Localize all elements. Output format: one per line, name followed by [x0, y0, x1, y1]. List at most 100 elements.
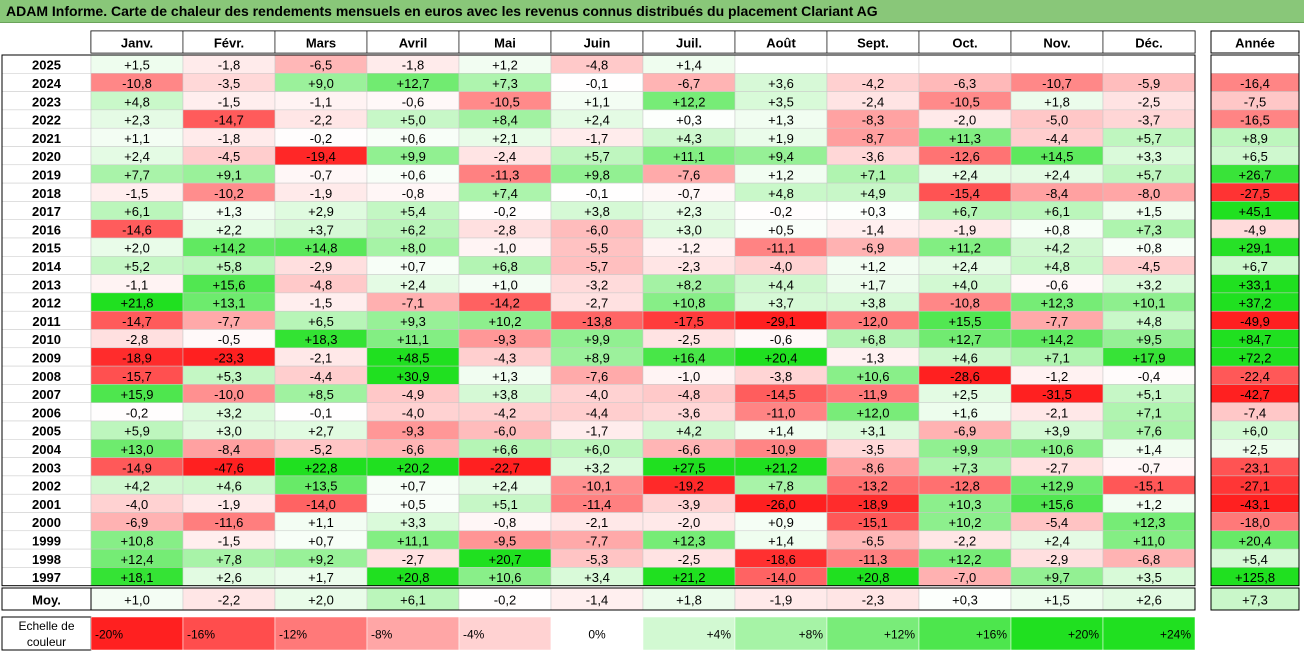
heat-value: +8,9	[584, 350, 610, 365]
month-label: Avril	[399, 36, 427, 51]
heat-value: -6,8	[1138, 552, 1160, 567]
heat-value: +1,5	[1136, 204, 1162, 219]
heat-value: +6,7	[952, 204, 978, 219]
heat-value: -2,9	[1046, 552, 1068, 567]
heat-value: -4,3	[494, 350, 516, 365]
heat-value: +0,7	[400, 479, 426, 494]
heat-value: -2,9	[310, 259, 332, 274]
heat-value: -10,9	[766, 442, 796, 457]
heat-value: +3,7	[308, 222, 334, 237]
heat-value: -1,0	[678, 369, 700, 384]
color-scale-swatch	[458, 616, 552, 651]
heat-value: +7,1	[860, 167, 886, 182]
heat-value: -2,5	[678, 552, 700, 567]
average-value: -2,3	[862, 593, 884, 608]
heat-value: +3,7	[768, 296, 794, 311]
heat-value: +0,9	[768, 515, 794, 530]
heat-value: -2,4	[494, 149, 516, 164]
average-value: -2,2	[218, 593, 240, 608]
heat-value: +12,3	[1041, 296, 1074, 311]
year-label: 2007	[32, 387, 61, 402]
heat-value: +6,6	[492, 442, 518, 457]
heat-value: +7,1	[1044, 350, 1070, 365]
heat-value: +7,7	[124, 167, 150, 182]
heat-value: -15,7	[122, 369, 152, 384]
chart-title: ADAM Informe. Carte de chaleur des rende…	[6, 3, 878, 19]
heat-value: +10,2	[489, 314, 522, 329]
heat-value: -11,0	[767, 405, 796, 420]
heat-value: -1,1	[126, 277, 148, 292]
color-scale-swatch	[734, 616, 828, 651]
heat-value: +9,1	[216, 167, 242, 182]
month-label: Sept.	[857, 36, 889, 51]
heat-value: -18,9	[858, 497, 888, 512]
month-label: Mars	[306, 36, 336, 51]
heat-value: +4,2	[676, 424, 702, 439]
heat-value: +5,8	[216, 259, 242, 274]
heat-value: -19,2	[674, 479, 704, 494]
heat-value: -8,6	[862, 460, 884, 475]
color-scale-swatch	[1102, 616, 1196, 651]
heat-value: -6,7	[678, 76, 700, 91]
annual-value: -27,5	[1240, 186, 1270, 201]
heat-value: -6,6	[678, 442, 700, 457]
heat-value: +10,6	[857, 369, 890, 384]
heat-value: -4,0	[126, 497, 148, 512]
heat-value: -2,7	[586, 296, 608, 311]
heat-value: +1,2	[768, 167, 794, 182]
heat-value: +2,4	[492, 479, 518, 494]
color-scale-swatch	[182, 616, 276, 651]
heat-value: +4,4	[768, 277, 794, 292]
heat-value: +2,4	[124, 149, 150, 164]
heat-value: +7,8	[216, 552, 242, 567]
heat-value: -11,1	[767, 241, 796, 256]
heat-value: -18,9	[122, 350, 152, 365]
year-label: 2016	[32, 222, 61, 237]
annual-value: -22,4	[1240, 369, 1270, 384]
heat-value: +18,3	[305, 332, 338, 347]
heat-value: +1,1	[308, 515, 334, 530]
heat-value: +0,6	[400, 167, 426, 182]
heat-value: +5,4	[400, 204, 426, 219]
heat-value: -11,4	[583, 497, 612, 512]
heat-value: +5,0	[400, 113, 426, 128]
annual-value: -27,1	[1240, 479, 1270, 494]
heat-value: +9,2	[308, 552, 334, 567]
heat-value: -14,7	[122, 314, 152, 329]
heat-value: +13,0	[121, 442, 154, 457]
heat-value: +3,9	[1044, 424, 1070, 439]
heat-value: +1,9	[768, 131, 794, 146]
heat-value: +0,8	[1044, 222, 1070, 237]
heat-value: -10,7	[1042, 76, 1072, 91]
average-value: +0,3	[952, 593, 978, 608]
heat-value: -6,5	[310, 58, 332, 73]
color-scale-step: -4%	[463, 628, 485, 642]
average-annual-cell	[1210, 587, 1300, 611]
year-label: 2019	[32, 167, 61, 182]
annual-value: -16,5	[1240, 113, 1270, 128]
heat-value: -2,5	[1138, 94, 1160, 109]
heat-value: +4,8	[1044, 259, 1070, 274]
heat-value: -15,4	[950, 186, 980, 201]
year-label: 2024	[32, 76, 62, 91]
heat-value: -6,0	[586, 222, 608, 237]
heat-value: -5,3	[586, 552, 608, 567]
heat-value: -2,5	[678, 332, 700, 347]
color-scale-swatch	[550, 616, 644, 651]
heat-value: -1,7	[586, 424, 608, 439]
heat-value: +3,8	[492, 387, 518, 402]
heat-value: +3,6	[768, 76, 794, 91]
heat-value: +1,7	[860, 277, 886, 292]
heat-value: -0,2	[310, 131, 332, 146]
year-label: 2003	[32, 460, 61, 475]
heat-value: +1,3	[768, 113, 794, 128]
month-label: Janv.	[121, 36, 153, 51]
annual-value: -4,9	[1244, 222, 1266, 237]
heat-value: -4,8	[310, 277, 332, 292]
heat-value: -5,0	[1046, 113, 1068, 128]
heat-value: +10,1	[1133, 296, 1166, 311]
heat-value: -14,0	[306, 497, 336, 512]
heat-value: -9,3	[494, 332, 516, 347]
heat-value: -7,7	[1046, 314, 1068, 329]
